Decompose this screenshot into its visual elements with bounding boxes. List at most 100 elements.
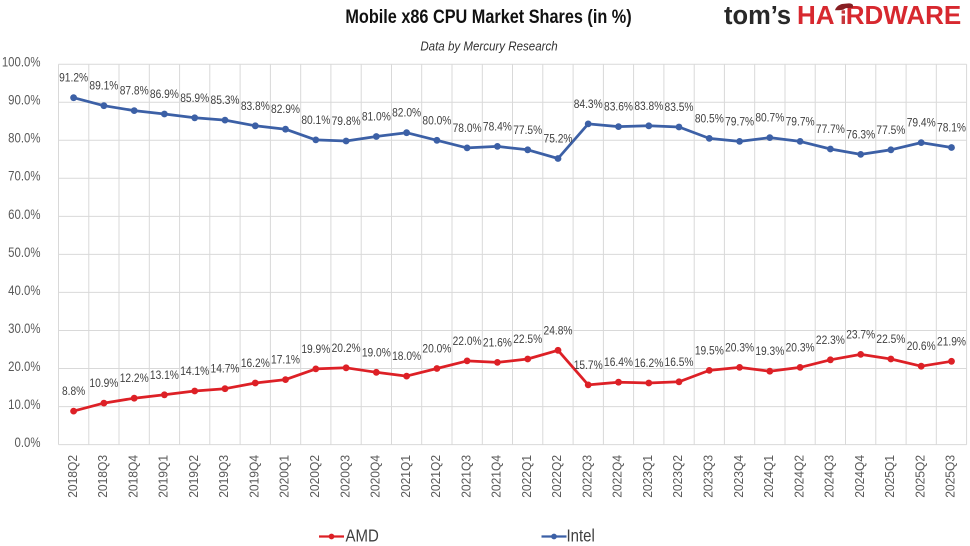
- svg-text:60.0%: 60.0%: [8, 207, 40, 222]
- svg-text:23.7%: 23.7%: [846, 329, 875, 342]
- svg-text:83.8%: 83.8%: [634, 100, 663, 113]
- svg-text:15.7%: 15.7%: [574, 359, 603, 372]
- svg-text:87.8%: 87.8%: [120, 85, 149, 98]
- svg-text:21.6%: 21.6%: [483, 337, 512, 350]
- svg-text:2025Q1: 2025Q1: [882, 455, 898, 498]
- svg-text:30.0%: 30.0%: [8, 321, 40, 336]
- svg-text:Mobile x86 CPU Market Shares (: Mobile x86 CPU Market Shares (in %): [345, 6, 631, 28]
- svg-text:89.1%: 89.1%: [89, 80, 118, 93]
- svg-text:10.9%: 10.9%: [89, 378, 118, 391]
- svg-text:83.6%: 83.6%: [604, 101, 633, 114]
- svg-text:80.1%: 80.1%: [301, 114, 330, 127]
- svg-text:81.0%: 81.0%: [362, 111, 391, 124]
- svg-text:78.1%: 78.1%: [937, 122, 966, 135]
- svg-text:16.5%: 16.5%: [665, 356, 694, 369]
- svg-text:100.0%: 100.0%: [2, 55, 41, 70]
- svg-text:18.0%: 18.0%: [392, 351, 421, 364]
- svg-text:2021Q4: 2021Q4: [488, 455, 504, 498]
- svg-text:Intel: Intel: [567, 527, 595, 546]
- svg-text:2023Q2: 2023Q2: [670, 455, 686, 498]
- svg-text:85.3%: 85.3%: [211, 95, 240, 108]
- svg-text:2020Q4: 2020Q4: [367, 455, 383, 498]
- svg-text:80.0%: 80.0%: [8, 131, 40, 146]
- svg-text:22.5%: 22.5%: [513, 333, 542, 346]
- svg-text:20.2%: 20.2%: [332, 342, 361, 355]
- svg-text:AMD: AMD: [346, 527, 379, 546]
- svg-text:2020Q3: 2020Q3: [337, 455, 353, 498]
- svg-text:2022Q2: 2022Q2: [549, 455, 565, 498]
- svg-text:22.0%: 22.0%: [453, 335, 482, 348]
- svg-text:2019Q4: 2019Q4: [246, 455, 262, 498]
- svg-text:2024Q1: 2024Q1: [760, 455, 776, 498]
- svg-text:2023Q3: 2023Q3: [700, 455, 716, 498]
- svg-text:2018Q4: 2018Q4: [125, 455, 141, 498]
- svg-text:2025Q2: 2025Q2: [912, 455, 928, 498]
- svg-text:16.2%: 16.2%: [241, 357, 270, 370]
- svg-text:85.9%: 85.9%: [180, 92, 209, 105]
- svg-text:50.0%: 50.0%: [8, 245, 40, 260]
- svg-text:Data by Mercury Research: Data by Mercury Research: [420, 39, 557, 54]
- svg-text:2020Q1: 2020Q1: [276, 455, 292, 498]
- svg-text:77.5%: 77.5%: [876, 124, 905, 137]
- svg-text:22.5%: 22.5%: [876, 333, 905, 346]
- svg-text:14.7%: 14.7%: [211, 363, 240, 376]
- svg-text:79.8%: 79.8%: [332, 115, 361, 128]
- svg-text:79.4%: 79.4%: [907, 117, 936, 130]
- svg-text:2024Q2: 2024Q2: [791, 455, 807, 498]
- svg-text:2018Q3: 2018Q3: [95, 455, 111, 498]
- svg-text:2025Q3: 2025Q3: [942, 455, 958, 498]
- svg-text:tom’s: tom’s: [724, 2, 791, 30]
- svg-text:2023Q4: 2023Q4: [730, 455, 746, 498]
- svg-text:82.0%: 82.0%: [392, 107, 421, 120]
- svg-text:HA: HA: [797, 0, 835, 30]
- svg-text:84.3%: 84.3%: [574, 98, 603, 111]
- svg-text:19.0%: 19.0%: [362, 347, 391, 360]
- svg-text:17.1%: 17.1%: [271, 354, 300, 367]
- svg-text:21.9%: 21.9%: [937, 336, 966, 349]
- svg-text:20.6%: 20.6%: [907, 341, 936, 354]
- svg-text:86.9%: 86.9%: [150, 88, 179, 101]
- svg-text:2024Q4: 2024Q4: [851, 455, 867, 498]
- svg-text:78.0%: 78.0%: [453, 122, 482, 135]
- svg-text:2022Q3: 2022Q3: [579, 455, 595, 498]
- svg-text:77.7%: 77.7%: [816, 123, 845, 136]
- svg-text:83.8%: 83.8%: [241, 100, 270, 113]
- svg-text:24.8%: 24.8%: [544, 325, 573, 338]
- svg-text:0.0%: 0.0%: [15, 435, 41, 450]
- svg-text:2023Q1: 2023Q1: [639, 455, 655, 498]
- svg-text:19.5%: 19.5%: [695, 345, 724, 358]
- svg-text:16.4%: 16.4%: [604, 357, 633, 370]
- svg-text:14.1%: 14.1%: [180, 365, 209, 378]
- svg-text:77.5%: 77.5%: [513, 124, 542, 137]
- svg-text:20.0%: 20.0%: [422, 343, 451, 356]
- svg-text:12.2%: 12.2%: [120, 373, 149, 386]
- svg-text:2019Q3: 2019Q3: [216, 455, 232, 498]
- svg-text:20.0%: 20.0%: [8, 359, 40, 374]
- svg-text:2022Q1: 2022Q1: [518, 455, 534, 498]
- svg-text:2024Q3: 2024Q3: [821, 455, 837, 498]
- svg-text:RDWARE: RDWARE: [846, 0, 962, 30]
- svg-text:2022Q4: 2022Q4: [609, 455, 625, 498]
- svg-text:79.7%: 79.7%: [786, 116, 815, 129]
- svg-text:40.0%: 40.0%: [8, 283, 40, 298]
- svg-text:13.1%: 13.1%: [150, 369, 179, 382]
- svg-text:20.3%: 20.3%: [725, 342, 754, 355]
- svg-text:70.0%: 70.0%: [8, 169, 40, 184]
- svg-text:76.3%: 76.3%: [846, 129, 875, 142]
- svg-text:16.2%: 16.2%: [634, 357, 663, 370]
- svg-text:90.0%: 90.0%: [8, 93, 40, 108]
- svg-text:79.7%: 79.7%: [725, 116, 754, 129]
- svg-text:2021Q3: 2021Q3: [458, 455, 474, 498]
- svg-text:2020Q2: 2020Q2: [306, 455, 322, 498]
- svg-text:83.5%: 83.5%: [665, 101, 694, 114]
- svg-text:82.9%: 82.9%: [271, 104, 300, 117]
- svg-text:2019Q1: 2019Q1: [155, 455, 171, 498]
- svg-text:75.2%: 75.2%: [544, 133, 573, 146]
- svg-text:8.8%: 8.8%: [62, 386, 86, 399]
- svg-text:91.2%: 91.2%: [59, 72, 88, 85]
- svg-text:22.3%: 22.3%: [816, 334, 845, 347]
- svg-text:20.3%: 20.3%: [786, 342, 815, 355]
- svg-text:2021Q2: 2021Q2: [428, 455, 444, 498]
- svg-text:19.3%: 19.3%: [755, 346, 784, 359]
- svg-text:78.4%: 78.4%: [483, 121, 512, 134]
